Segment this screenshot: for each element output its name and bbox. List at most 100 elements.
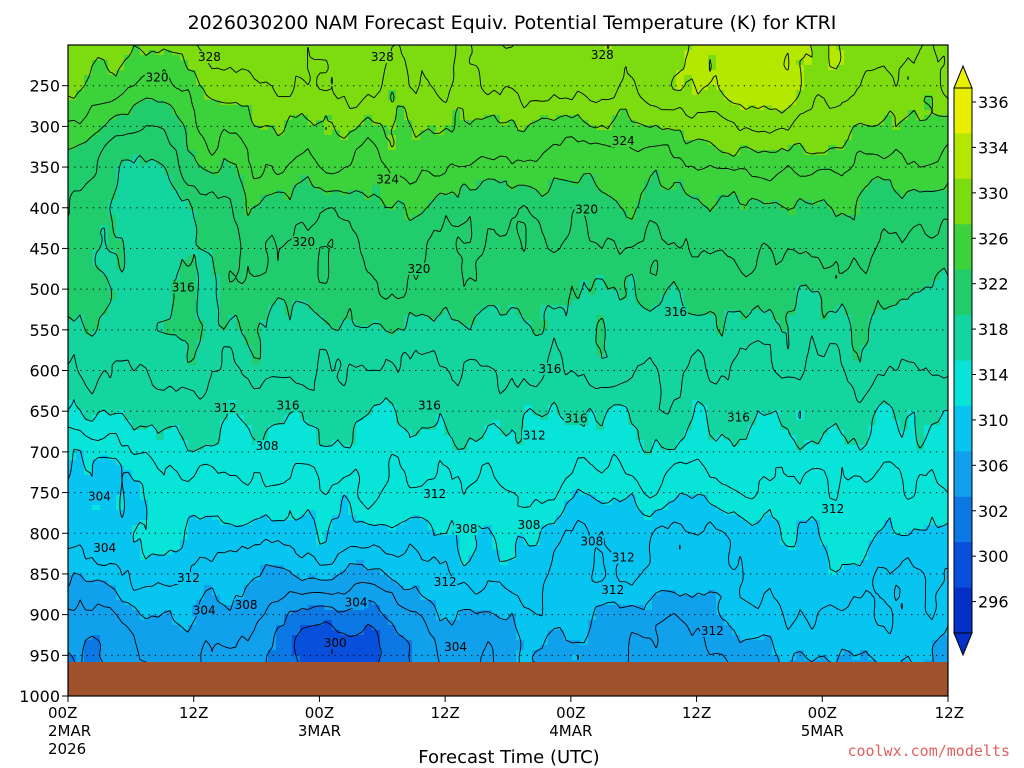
field-cell	[284, 350, 293, 356]
field-cell	[324, 300, 333, 306]
field-cell	[140, 315, 149, 321]
field-cell	[84, 240, 93, 246]
field-cell	[340, 580, 349, 586]
field-cell	[356, 575, 365, 581]
field-cell	[316, 335, 325, 341]
field-cell	[156, 240, 165, 246]
field-cell	[196, 515, 205, 521]
field-cell	[76, 520, 85, 526]
field-cell	[364, 385, 373, 391]
field-cell	[148, 460, 157, 466]
field-cell	[292, 650, 301, 656]
field-cell	[316, 65, 325, 71]
field-cell	[196, 595, 205, 601]
field-cell	[316, 370, 325, 376]
field-cell	[108, 175, 117, 181]
field-cell	[84, 265, 93, 271]
field-cell	[196, 340, 205, 346]
field-cell	[204, 580, 213, 586]
field-cell	[124, 235, 133, 241]
field-cell	[76, 65, 85, 71]
field-cell	[100, 85, 109, 91]
field-cell	[372, 100, 381, 106]
field-cell	[140, 85, 149, 91]
field-cell	[148, 260, 157, 266]
field-cell	[212, 195, 221, 201]
field-cell	[284, 210, 293, 216]
field-cell	[132, 350, 141, 356]
field-cell	[164, 115, 173, 121]
field-cell	[92, 405, 101, 411]
field-cell	[76, 90, 85, 96]
field-cell	[116, 60, 125, 66]
field-cell	[172, 215, 181, 221]
field-cell	[220, 300, 229, 306]
field-cell	[228, 175, 237, 181]
field-cell	[84, 330, 93, 336]
field-cell	[132, 150, 141, 156]
field-cell	[156, 300, 165, 306]
field-cell	[268, 585, 277, 591]
field-cell	[76, 625, 85, 631]
field-cell	[100, 450, 109, 456]
field-cell	[268, 525, 277, 531]
field-cell	[300, 250, 309, 256]
field-cell	[356, 445, 365, 451]
field-cell	[188, 395, 197, 401]
field-cell	[308, 85, 317, 91]
field-cell	[76, 455, 85, 461]
field-cell	[212, 250, 221, 256]
field-cell	[68, 395, 77, 401]
field-cell	[268, 365, 277, 371]
field-cell	[148, 370, 157, 376]
field-cell	[228, 150, 237, 156]
field-cell	[140, 100, 149, 106]
field-cell	[228, 260, 237, 266]
field-cell	[220, 280, 229, 286]
field-cell	[284, 70, 293, 76]
field-cell	[364, 565, 373, 571]
field-cell	[196, 200, 205, 206]
field-cell	[172, 550, 181, 556]
field-cell	[188, 50, 197, 56]
field-cell	[316, 305, 325, 311]
field-cell	[76, 280, 85, 286]
field-cell	[220, 365, 229, 371]
field-cell	[108, 595, 117, 601]
field-cell	[92, 620, 101, 626]
field-cell	[92, 200, 101, 206]
field-cell	[276, 295, 285, 301]
field-cell	[236, 570, 245, 576]
field-cell	[188, 85, 197, 91]
field-cell	[84, 150, 93, 156]
field-cell	[92, 475, 101, 481]
field-cell	[76, 525, 85, 531]
field-cell	[108, 620, 117, 626]
field-cell	[332, 500, 341, 506]
field-cell	[348, 590, 357, 596]
field-cell	[108, 180, 117, 186]
field-cell	[292, 465, 301, 471]
field-cell	[124, 485, 133, 491]
field-cell	[340, 450, 349, 456]
field-cell	[300, 615, 309, 621]
field-cell	[228, 200, 237, 206]
field-cell	[228, 215, 237, 221]
field-cell	[340, 240, 349, 246]
field-cell	[76, 655, 85, 661]
field-cell	[332, 140, 341, 146]
field-cell	[180, 340, 189, 346]
field-cell	[332, 270, 341, 276]
field-cell	[188, 190, 197, 196]
field-cell	[124, 400, 133, 406]
field-cell	[148, 625, 157, 631]
field-cell	[260, 510, 269, 516]
field-cell	[324, 310, 333, 316]
field-cell	[172, 395, 181, 401]
field-cell	[324, 500, 333, 506]
field-cell	[292, 140, 301, 146]
field-cell	[108, 525, 117, 531]
field-cell	[276, 45, 285, 51]
field-cell	[188, 425, 197, 431]
field-cell	[244, 45, 253, 51]
